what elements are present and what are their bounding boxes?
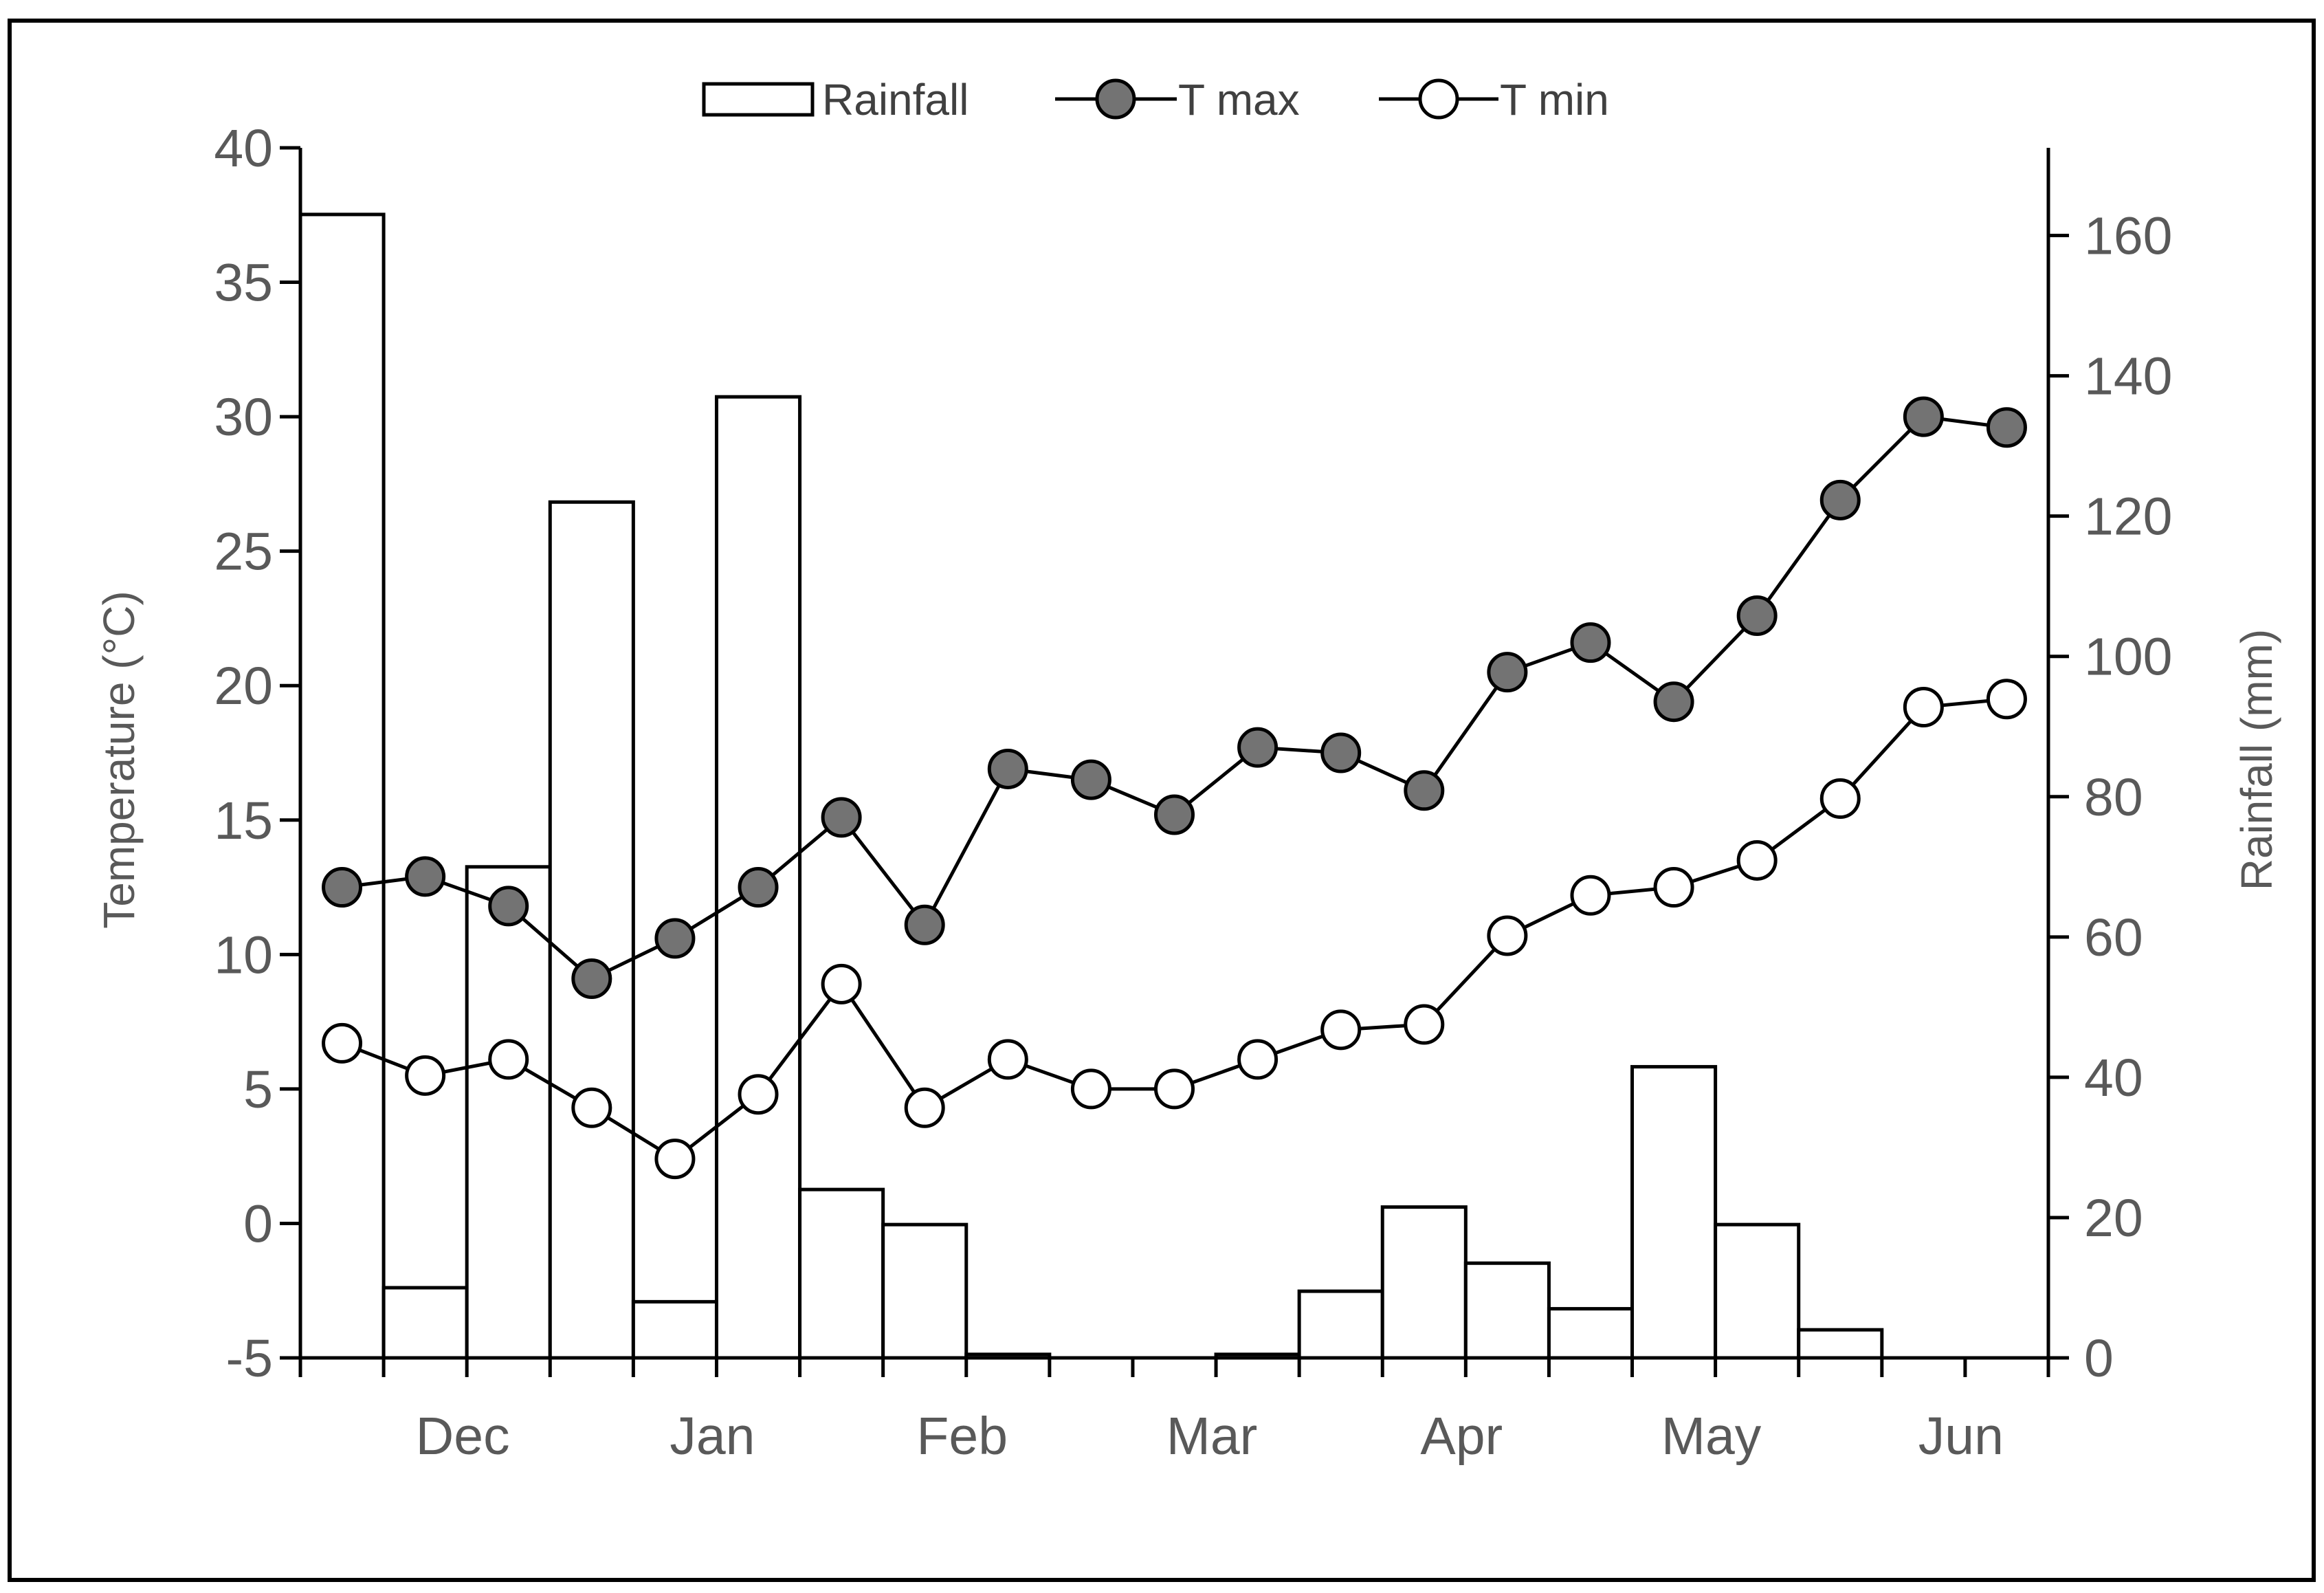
tmax-point bbox=[1653, 681, 1694, 723]
y-right-tick-label: 80 bbox=[2084, 768, 2143, 827]
y-right-tick-label: 120 bbox=[2084, 487, 2172, 547]
y-right-tick-label: 0 bbox=[2084, 1329, 2114, 1388]
legend: Rainfall T max T min bbox=[702, 75, 1609, 124]
tmin-point bbox=[405, 1055, 446, 1096]
rainfall-bar bbox=[1630, 1065, 1718, 1360]
rainfall-bar bbox=[298, 212, 386, 1360]
x-month-label: May bbox=[1661, 1407, 1762, 1466]
y-left-tick-label: 15 bbox=[214, 791, 273, 850]
legend-tmax-marker bbox=[1095, 78, 1136, 120]
tmin-point bbox=[1819, 778, 1861, 819]
x-month-label: Dec bbox=[416, 1407, 510, 1466]
y-left-tick-label: 30 bbox=[214, 388, 273, 447]
tmax-point bbox=[1736, 595, 1778, 637]
tmax-point bbox=[821, 797, 862, 838]
y-right-axis-title: Rainfall (mm) bbox=[2232, 629, 2281, 890]
tmax-point bbox=[987, 748, 1028, 789]
tmax-point bbox=[1320, 732, 1362, 773]
rainfall-bar bbox=[548, 500, 635, 1360]
y-right-tick-label: 100 bbox=[2084, 628, 2172, 687]
y-right-tick-label: 20 bbox=[2084, 1189, 2143, 1248]
tmax-point bbox=[1570, 622, 1611, 663]
tmax-point bbox=[1070, 759, 1111, 800]
tmax-point bbox=[488, 886, 529, 927]
rainfall-bar bbox=[381, 1286, 469, 1360]
tmax-point bbox=[1404, 770, 1445, 811]
tmax-point bbox=[904, 904, 945, 945]
tmax-point bbox=[322, 867, 363, 908]
y-left-tick-label: 35 bbox=[214, 254, 273, 313]
tmax-point bbox=[654, 918, 696, 959]
tmin-point bbox=[987, 1039, 1028, 1080]
y-left-tick-label: -5 bbox=[226, 1329, 273, 1388]
tmin-point bbox=[1070, 1068, 1111, 1110]
rainfall-bar bbox=[1714, 1222, 1801, 1360]
x-month-label: Feb bbox=[916, 1407, 1008, 1466]
y-left-tick-label: 5 bbox=[243, 1060, 273, 1119]
x-month-label: Mar bbox=[1166, 1407, 1258, 1466]
rainfall-bar bbox=[798, 1187, 885, 1360]
tmax-point bbox=[1154, 794, 1195, 835]
tmin-point bbox=[571, 1087, 612, 1128]
tmin-point bbox=[1570, 875, 1611, 916]
tmin-point bbox=[488, 1039, 529, 1080]
rainfall-bar bbox=[881, 1222, 969, 1360]
y-left-tick-label: 20 bbox=[214, 657, 273, 716]
tmin-point bbox=[1487, 915, 1528, 956]
tmax-point bbox=[1986, 407, 2027, 448]
tmin-point bbox=[654, 1139, 696, 1180]
y-left-tick-label: 40 bbox=[214, 119, 273, 178]
tmin-point bbox=[904, 1087, 945, 1128]
legend-rainfall-swatch bbox=[702, 82, 815, 117]
tmax-point bbox=[1903, 396, 1944, 437]
legend-tmin-marker bbox=[1418, 78, 1459, 120]
tmin-point bbox=[1986, 679, 2027, 720]
y-right-tick-label: 140 bbox=[2084, 347, 2172, 406]
tmax-point bbox=[738, 867, 779, 908]
rainfall-bar bbox=[1463, 1261, 1551, 1360]
y-left-tick-label: 25 bbox=[214, 523, 273, 582]
y-right-tick-label: 160 bbox=[2084, 207, 2172, 266]
tmax-point bbox=[571, 958, 612, 1000]
y-left-tick-label: 0 bbox=[243, 1194, 273, 1253]
tmin-point bbox=[1903, 687, 1944, 728]
tmax-point bbox=[405, 856, 446, 897]
tmax-point bbox=[1487, 652, 1528, 693]
tmax-point bbox=[1237, 727, 1279, 768]
rainfall-bar bbox=[1380, 1205, 1468, 1360]
tmin-point bbox=[1237, 1039, 1279, 1080]
tmin-point bbox=[1404, 1004, 1445, 1045]
rainfall-bar bbox=[1797, 1328, 1884, 1360]
y-right-tick-label: 60 bbox=[2084, 908, 2143, 967]
tmin-point bbox=[1154, 1068, 1195, 1110]
axes: -5 0 5 10 15 20 25 30 35 40 0 20 40 60 80 100 120 140 160 D… bbox=[214, 119, 2172, 1466]
x-month-label: Apr bbox=[1420, 1407, 1503, 1466]
x-month-label: Jan bbox=[669, 1407, 755, 1466]
tmax-point bbox=[1819, 479, 1861, 520]
tmin-point bbox=[1653, 867, 1694, 908]
rainfall-bar bbox=[1297, 1289, 1384, 1360]
rainfall-bar bbox=[631, 1299, 718, 1360]
tmin-point bbox=[1736, 839, 1778, 881]
temperature-lines bbox=[322, 396, 2027, 1180]
legend-rainfall-label: Rainfall bbox=[822, 75, 969, 124]
tmin-point bbox=[322, 1022, 363, 1064]
legend-tmax-label: T max bbox=[1178, 75, 1300, 124]
y-left-axis-title: Temperature (°C) bbox=[94, 591, 144, 929]
y-left-tick-label: 10 bbox=[214, 925, 273, 985]
rainfall-bar bbox=[1547, 1307, 1635, 1360]
rainfall-bars bbox=[298, 212, 1884, 1360]
y-right-tick-label: 40 bbox=[2084, 1048, 2143, 1108]
tmin-point bbox=[738, 1074, 779, 1115]
tmin-point bbox=[821, 963, 862, 1004]
rainfall-bar bbox=[465, 865, 552, 1360]
x-month-label: Jun bbox=[1918, 1407, 2004, 1466]
legend-tmin-label: T min bbox=[1500, 75, 1609, 124]
tmin-point bbox=[1320, 1009, 1362, 1051]
